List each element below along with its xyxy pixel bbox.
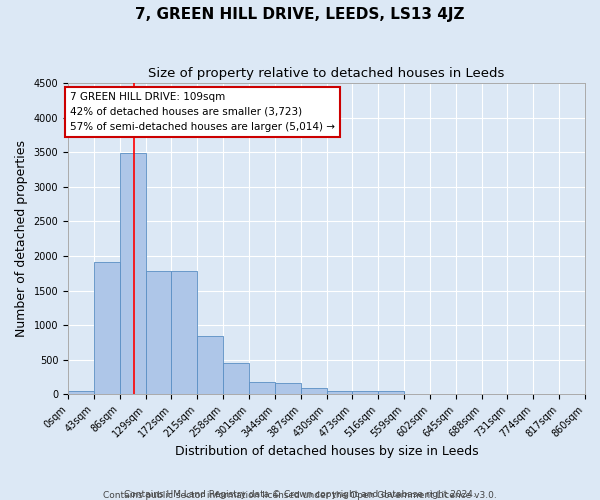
Text: Contains public sector information licensed under the Open Government Licence v3: Contains public sector information licen…	[103, 491, 497, 500]
Y-axis label: Number of detached properties: Number of detached properties	[15, 140, 28, 337]
Bar	[326, 390, 352, 394]
Text: 7, GREEN HILL DRIVE, LEEDS, LS13 4JZ: 7, GREEN HILL DRIVE, LEEDS, LS13 4JZ	[135, 8, 465, 22]
Bar	[223, 363, 249, 394]
Bar	[275, 382, 301, 394]
Bar	[94, 262, 120, 394]
Bar	[68, 391, 94, 394]
Title: Size of property relative to detached houses in Leeds: Size of property relative to detached ho…	[148, 68, 505, 80]
X-axis label: Distribution of detached houses by size in Leeds: Distribution of detached houses by size …	[175, 444, 478, 458]
Bar	[197, 336, 223, 394]
Bar	[249, 382, 275, 394]
Bar	[352, 390, 378, 394]
Bar	[301, 388, 326, 394]
Bar	[172, 271, 197, 394]
Bar	[120, 153, 146, 394]
Bar	[146, 271, 172, 394]
Text: Contains HM Land Registry data © Crown copyright and database right 2024.: Contains HM Land Registry data © Crown c…	[124, 490, 476, 499]
Bar	[378, 390, 404, 394]
Text: 7 GREEN HILL DRIVE: 109sqm
42% of detached houses are smaller (3,723)
57% of sem: 7 GREEN HILL DRIVE: 109sqm 42% of detach…	[70, 92, 335, 132]
